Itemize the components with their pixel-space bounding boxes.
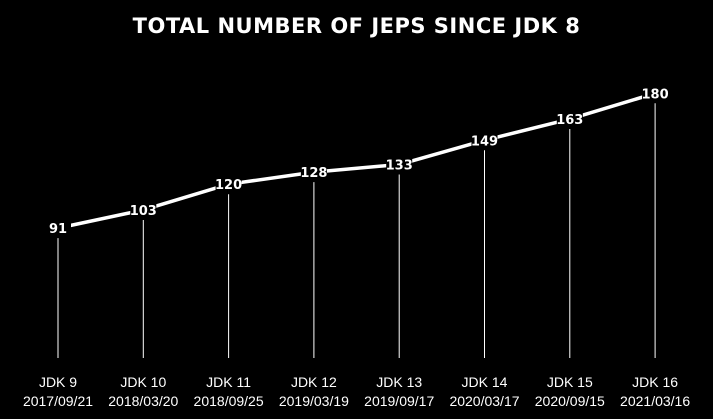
x-tick-label-date: 2018/09/25 (194, 393, 264, 409)
x-tick-label-version: JDK 14 (462, 374, 508, 390)
x-tick-label-date: 2021/03/16 (620, 393, 690, 409)
series-line (56, 91, 657, 230)
x-tick-label-version: JDK 12 (291, 374, 337, 390)
x-tick-label-version: JDK 13 (376, 374, 422, 390)
data-label-background (642, 84, 669, 103)
data-label-background (471, 131, 498, 150)
data-label-background (215, 175, 242, 194)
data-label: 103 (130, 204, 157, 219)
x-tick-label-version: JDK 11 (206, 374, 251, 390)
data-label: 128 (300, 166, 327, 181)
x-tick-label-date: 2019/03/19 (279, 393, 349, 409)
data-label-background (386, 155, 413, 174)
x-tick-label-date: 2020/03/17 (449, 393, 519, 409)
data-label-background (556, 110, 583, 129)
x-tick-label-date: 2019/09/17 (364, 393, 434, 409)
x-tick-label-date: 2018/03/20 (108, 393, 178, 409)
data-label: 163 (556, 113, 583, 128)
x-tick-label-date: 2020/09/15 (535, 393, 605, 409)
data-label: 180 (642, 87, 669, 102)
data-label-background (130, 200, 157, 219)
data-labels: 91 103 120 128 133 149 163 180 (45, 84, 669, 238)
chart-title: TOTAL NUMBER OF JEPS SINCE JDK 8 (132, 14, 581, 38)
data-label: 91 (49, 222, 67, 237)
x-tick-label-version: JDK 16 (632, 374, 678, 390)
data-label-background (300, 163, 327, 182)
x-tick-label-version: JDK 9 (39, 374, 77, 390)
data-label-background (45, 219, 71, 238)
x-tick-label-version: JDK 15 (547, 374, 593, 390)
drop-lines (57, 103, 656, 358)
data-label: 149 (471, 134, 498, 149)
x-tick-labels: JDK 9 2017/09/21 JDK 10 2018/03/20 JDK 11 201… (23, 374, 690, 409)
x-tick-label-date: 2017/09/21 (23, 393, 93, 409)
x-tick-label-version: JDK 10 (120, 374, 166, 390)
data-label: 133 (386, 159, 413, 174)
data-label: 120 (215, 178, 242, 193)
